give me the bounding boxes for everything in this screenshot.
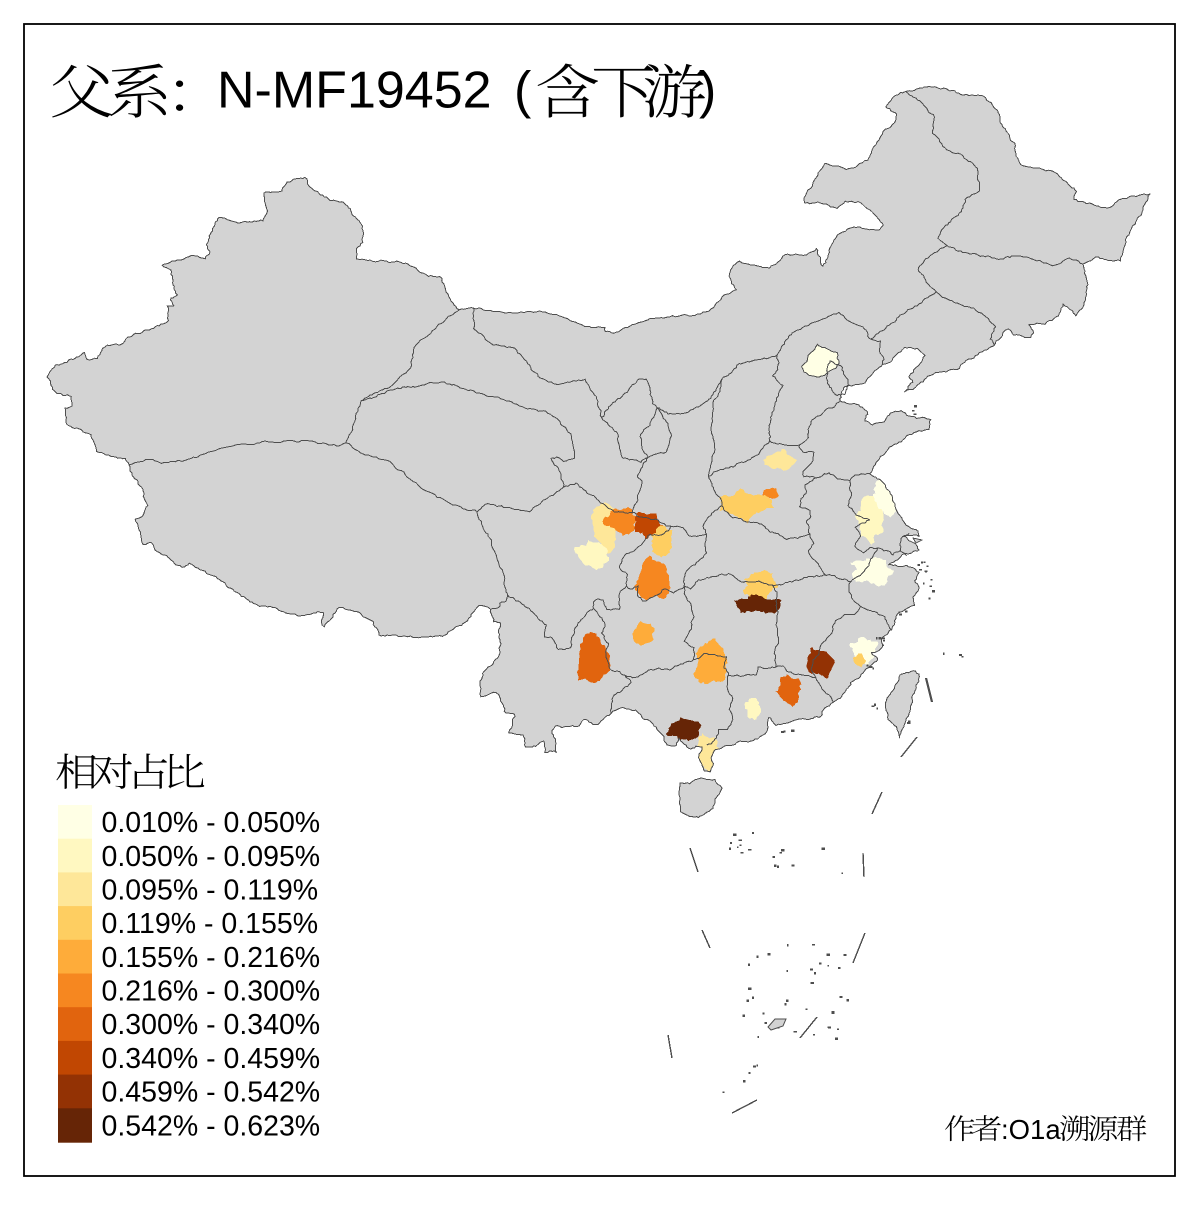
svg-text:0.095% - 0.119%: 0.095% - 0.119% [102, 875, 319, 907]
svg-text::O1a: :O1a [1001, 1114, 1061, 1145]
svg-text:0.459% - 0.542%: 0.459% - 0.542% [102, 1077, 321, 1109]
svg-text:0.010% - 0.050%: 0.010% - 0.050% [102, 807, 321, 839]
svg-text:): ) [699, 62, 716, 120]
svg-text:0.155% - 0.216%: 0.155% - 0.216% [102, 942, 321, 974]
svg-text:0.300% - 0.340%: 0.300% - 0.340% [102, 1009, 321, 1041]
svg-text:0.119% - 0.155%: 0.119% - 0.155% [102, 908, 319, 940]
svg-text:0.340% - 0.459%: 0.340% - 0.459% [102, 1043, 321, 1075]
svg-text:N-MF19452: N-MF19452 [217, 62, 492, 120]
svg-text:0.542% - 0.623%: 0.542% - 0.623% [102, 1110, 321, 1142]
svg-text:0.216% - 0.300%: 0.216% - 0.300% [102, 976, 321, 1008]
svg-text:0.050% - 0.095%: 0.050% - 0.095% [102, 841, 321, 873]
svg-text:(: ( [514, 62, 532, 120]
